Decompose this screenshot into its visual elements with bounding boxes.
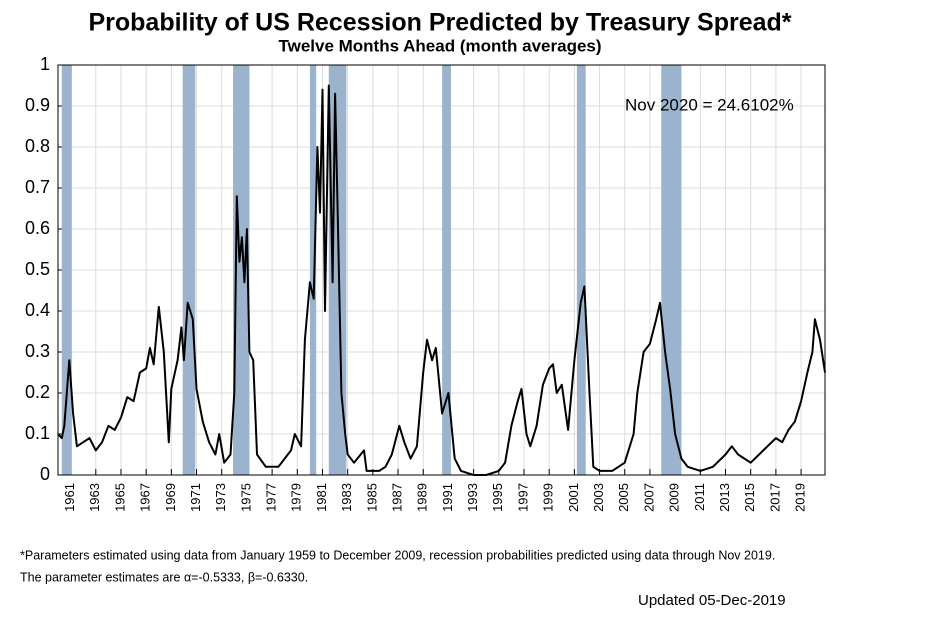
- chart-title: Probability of US Recession Predicted by…: [88, 9, 791, 37]
- x-tick-label: 1995: [490, 483, 505, 512]
- recession-band: [233, 65, 250, 475]
- x-tick-label: 1965: [112, 483, 127, 512]
- y-tick-label: 0.3: [25, 341, 50, 361]
- x-tick-label: 1969: [163, 483, 178, 512]
- recession-band: [61, 65, 72, 475]
- updated-note: Updated 05-Dec-2019: [638, 592, 786, 609]
- x-tick-label: 1993: [465, 483, 480, 512]
- recession-band: [182, 65, 196, 475]
- x-tick-label: 2011: [692, 483, 707, 511]
- x-tick-label: 2007: [641, 483, 656, 512]
- x-tick-label: 1989: [415, 483, 430, 512]
- x-tick-label: 2001: [566, 483, 581, 512]
- y-tick-label: 0.1: [25, 423, 50, 443]
- recession-band: [442, 65, 451, 475]
- x-tick-label: 1977: [264, 483, 279, 512]
- x-tick-label: 1961: [62, 483, 77, 512]
- x-tick-label: 1973: [213, 483, 228, 512]
- x-tick-label: 1999: [541, 483, 556, 512]
- y-tick-label: 0.7: [25, 177, 50, 197]
- y-tick-label: 0.2: [25, 382, 50, 402]
- x-tick-label: 1975: [238, 483, 253, 512]
- x-tick-label: 1987: [389, 483, 404, 512]
- x-tick-label: 1981: [314, 483, 329, 512]
- x-tick-label: 1971: [188, 483, 203, 512]
- footnote: The parameter estimates are α=-0.5333, β…: [20, 570, 308, 584]
- y-tick-label: 0.9: [25, 95, 50, 115]
- x-tick-label: 1967: [138, 483, 153, 512]
- x-tick-label: 1979: [289, 483, 304, 512]
- y-tick-label: 0.6: [25, 218, 50, 238]
- y-tick-label: 0.5: [25, 259, 50, 279]
- y-tick-label: 1: [40, 54, 50, 74]
- x-tick-label: 2003: [591, 483, 606, 512]
- x-tick-label: 2019: [793, 483, 808, 512]
- y-tick-label: 0.8: [25, 136, 50, 156]
- x-tick-label: 1985: [364, 483, 379, 512]
- chart-subtitle: Twelve Months Ahead (month averages): [278, 36, 601, 55]
- annotation: Nov 2020 = 24.6102%: [625, 95, 794, 114]
- y-tick-label: 0.4: [25, 300, 50, 320]
- x-tick-label: 1997: [515, 483, 530, 512]
- x-tick-label: 2015: [742, 483, 757, 512]
- x-tick-label: 2013: [717, 483, 732, 512]
- x-tick-label: 2009: [667, 483, 682, 512]
- x-tick-label: 2017: [767, 483, 782, 512]
- plot-frame: [57, 64, 826, 476]
- data-line: [57, 84, 826, 476]
- recession-band: [309, 65, 317, 475]
- x-tick-label: 1983: [339, 483, 354, 512]
- footnote: *Parameters estimated using data from Ja…: [20, 548, 775, 562]
- y-tick-label: 0: [40, 464, 50, 484]
- recession-band: [661, 65, 682, 475]
- x-tick-label: 1991: [440, 483, 455, 512]
- x-tick-label: 2005: [616, 483, 631, 512]
- x-tick-label: 1963: [87, 483, 102, 512]
- recession-band: [576, 65, 586, 475]
